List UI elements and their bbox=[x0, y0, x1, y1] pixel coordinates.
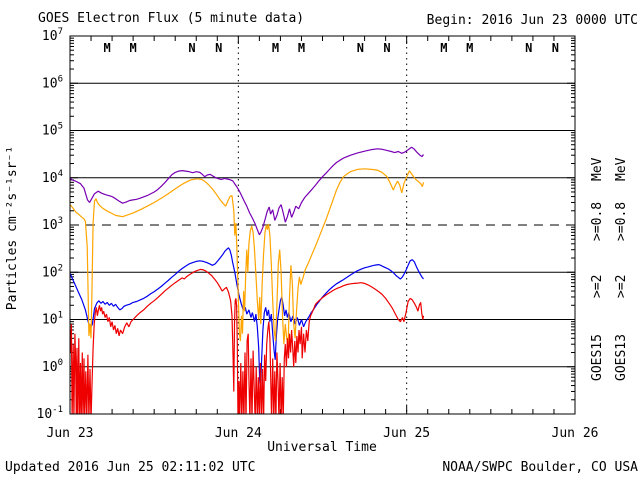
y-tick-label: 10-1 bbox=[37, 405, 64, 422]
x-tick-label: Jun 24 bbox=[215, 426, 262, 441]
legend-goes15-label: GOES15 bbox=[590, 334, 605, 381]
satellite-noon-marker: N bbox=[383, 41, 390, 55]
legend-goes13-label: GOES13 bbox=[614, 334, 629, 381]
x-axis-title: Universal Time bbox=[267, 440, 377, 455]
satellite-noon-marker: N bbox=[357, 41, 364, 55]
legend-goes15-ge2-label: >=2 bbox=[590, 275, 605, 298]
legend-goes13-ge08-label: >=0.8 bbox=[614, 202, 629, 241]
x-tick-label: Jun 23 bbox=[47, 426, 94, 441]
flux-series bbox=[70, 268, 425, 414]
legend-goes15-unit-label: MeV bbox=[590, 157, 605, 181]
source-attribution-label: NOAA/SWPC Boulder, CO USA bbox=[442, 460, 638, 475]
y-tick-label: 100 bbox=[42, 358, 63, 375]
satellite-noon-marker: N bbox=[525, 41, 532, 55]
flux-series bbox=[70, 247, 424, 389]
legend-goes13-ge2-label: >=2 bbox=[614, 275, 629, 298]
y-tick-label: 102 bbox=[42, 263, 63, 280]
y-tick-label: 103 bbox=[42, 216, 63, 233]
satellite-noon-marker: N bbox=[215, 41, 222, 55]
x-tick-label: Jun 26 bbox=[552, 426, 599, 441]
satellite-midnight-marker: M bbox=[130, 41, 137, 55]
legend-goes13-unit-label: MeV bbox=[614, 157, 629, 181]
satellite-midnight-marker: M bbox=[104, 41, 111, 55]
x-tick-label: Jun 25 bbox=[383, 426, 430, 441]
satellite-noon-marker: N bbox=[552, 41, 559, 55]
updated-timestamp-label: Updated 2016 Jun 25 02:11:02 UTC bbox=[5, 460, 255, 475]
y-tick-label: 104 bbox=[42, 169, 63, 186]
y-tick-label: 106 bbox=[42, 74, 63, 91]
plot-border bbox=[69, 35, 576, 415]
flux-series bbox=[70, 146, 424, 236]
legend-goes15-ge08-label: >=0.8 bbox=[590, 202, 605, 241]
chart-title: GOES Electron Flux (5 minute data) bbox=[38, 11, 304, 26]
satellite-midnight-marker: M bbox=[440, 41, 447, 55]
y-axis-title: Particles cm⁻²s⁻¹sr⁻¹ bbox=[5, 146, 20, 310]
y-tick-label: 105 bbox=[42, 122, 63, 139]
y-tick-label: 107 bbox=[42, 27, 63, 44]
flux-series bbox=[70, 168, 425, 345]
satellite-noon-marker: N bbox=[188, 41, 195, 55]
y-tick-label: 101 bbox=[42, 311, 63, 328]
satellite-midnight-marker: M bbox=[298, 41, 305, 55]
satellite-midnight-marker: M bbox=[272, 41, 279, 55]
series-layer bbox=[70, 146, 425, 414]
begin-timestamp-label: Begin: 2016 Jun 23 0000 UTC bbox=[427, 13, 638, 28]
satellite-midnight-marker: M bbox=[466, 41, 473, 55]
